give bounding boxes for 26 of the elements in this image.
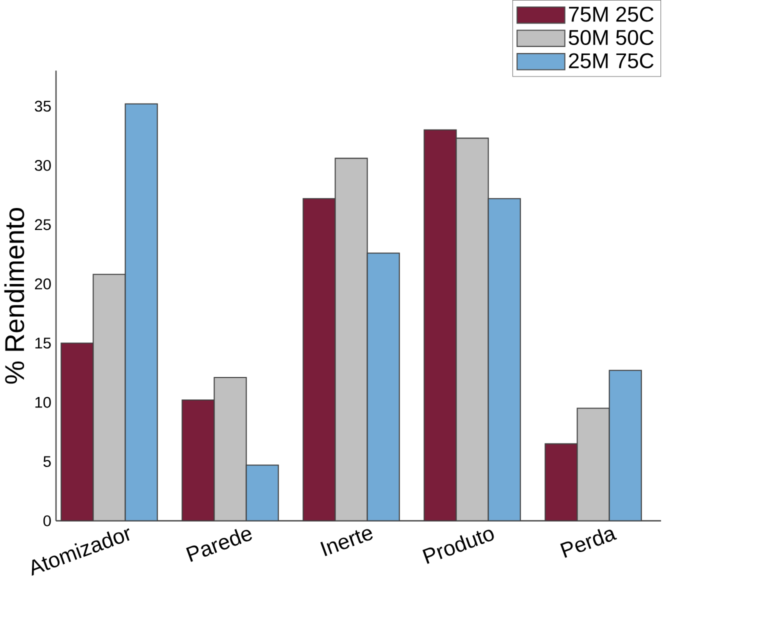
- x-tick-label: Produto: [422, 530, 494, 564]
- x-tick-label: Parede: [186, 529, 252, 562]
- bar: [608, 370, 642, 521]
- bar: [124, 103, 158, 521]
- bar: [60, 342, 94, 521]
- bar: [246, 464, 279, 521]
- y-tick-label: 20: [34, 278, 51, 290]
- bar: [544, 443, 578, 521]
- bar: [424, 129, 457, 521]
- bar: [488, 198, 521, 521]
- y-tick-label: 5: [43, 456, 51, 468]
- bar: [302, 198, 336, 521]
- legend-label: 75M 25C: [569, 6, 654, 22]
- bar: [182, 400, 215, 521]
- legend-label: 25M 75C: [569, 53, 654, 68]
- y-tick-label: 15: [35, 338, 51, 349]
- y-tick-label: 0: [43, 515, 51, 526]
- x-tick-label: Inerte: [320, 529, 373, 556]
- legend-label: 50M 50C: [568, 30, 654, 46]
- y-tick-label: 35: [34, 100, 51, 112]
- y-tick-label: 30: [34, 160, 51, 171]
- y-tick-label: 10: [35, 396, 51, 408]
- y-tick-label: 25: [34, 219, 51, 230]
- x-tick-label: Perda: [560, 529, 617, 558]
- y-axis-title: % Rendimento: [4, 208, 24, 384]
- bar: [366, 252, 400, 521]
